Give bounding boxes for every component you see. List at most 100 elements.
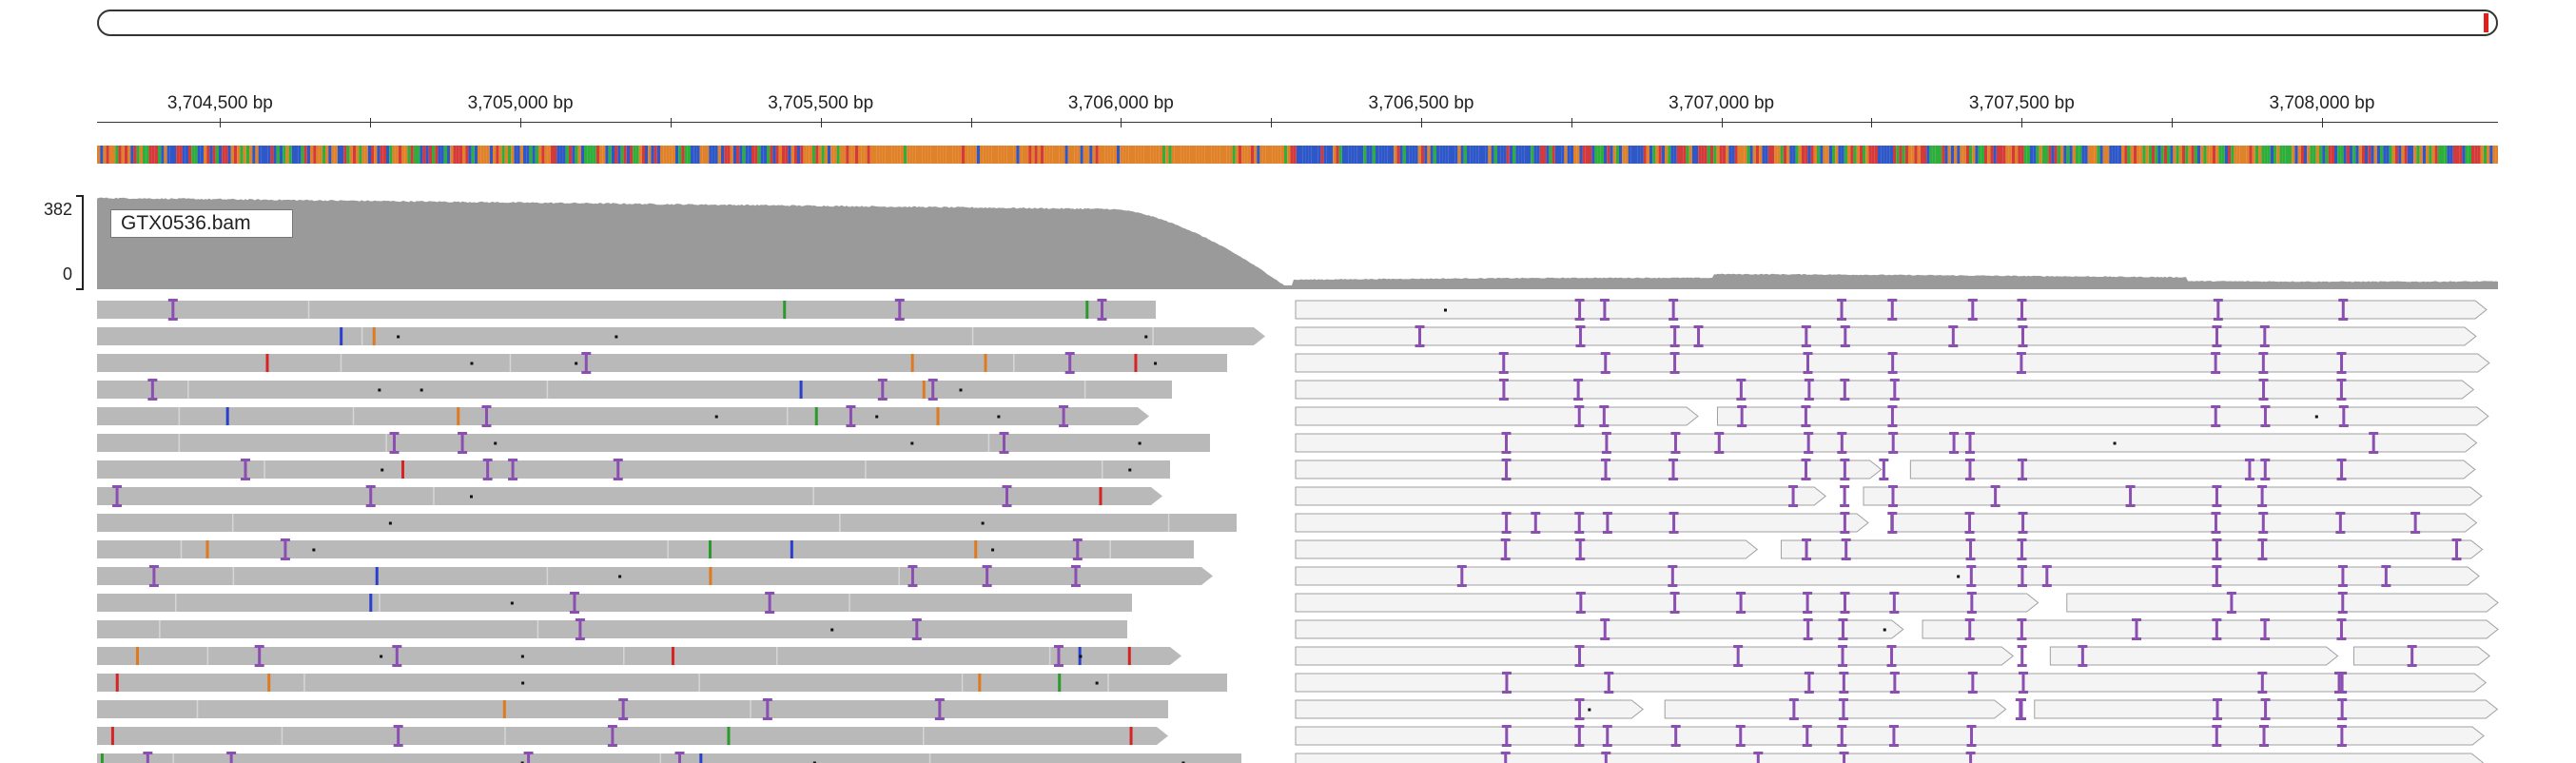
insertion-marker	[1500, 538, 1511, 560]
insertion-marker	[2410, 512, 2421, 534]
deletion-marker	[1144, 335, 1148, 339]
insertion-marker	[1059, 405, 1069, 427]
insertion-marker	[481, 405, 492, 427]
insertion-marker	[1839, 672, 1849, 694]
insertion-marker	[1501, 672, 1512, 694]
coverage-track[interactable]: 382 0 GTX0536.bam	[0, 190, 2576, 293]
insertion-marker	[1574, 512, 1585, 534]
insertion-marker	[2017, 565, 2027, 587]
ruler-tick	[2172, 118, 2174, 127]
insertion-marker	[2211, 512, 2221, 534]
mismatch-base	[267, 674, 271, 692]
mismatch-base	[783, 301, 787, 319]
insertion-marker	[1531, 512, 1541, 534]
insertion-marker	[1601, 752, 1611, 763]
insertion-marker	[765, 592, 775, 614]
insertion-marker	[1965, 538, 1976, 560]
insertion-marker	[1837, 432, 1847, 454]
insertion-marker	[389, 432, 400, 454]
ruler-tick	[1871, 118, 1873, 127]
insertion-marker	[1498, 352, 1509, 374]
read-alignment	[1295, 539, 1759, 559]
insertion-marker	[2132, 618, 2142, 640]
deletion-marker	[469, 495, 473, 499]
insertion-marker	[618, 698, 629, 720]
insertion-marker	[1837, 299, 1847, 321]
insertion-marker	[2018, 512, 2028, 534]
read-alignment	[1295, 406, 1699, 426]
deletion-marker	[380, 655, 383, 658]
insertion-marker	[1670, 432, 1681, 454]
deletion-marker	[388, 521, 392, 525]
deletion-marker	[1138, 441, 1142, 445]
chromosome-overview[interactable]	[97, 10, 2498, 36]
read-alignment	[1889, 513, 2478, 533]
insertion-marker	[2338, 299, 2349, 321]
insertion-marker	[2212, 698, 2222, 720]
insertion-marker	[2015, 698, 2025, 720]
read-alignment	[97, 567, 1213, 585]
read-alignment	[97, 727, 1168, 745]
insertion-marker	[1837, 725, 1847, 747]
reference-sequence-track	[97, 146, 2498, 164]
insertion-marker	[2259, 725, 2270, 747]
read-alignment	[1863, 486, 2483, 506]
insertion-marker	[934, 698, 945, 720]
mismatch-base	[265, 354, 269, 372]
insertion-marker	[1574, 725, 1585, 747]
insertion-marker	[762, 698, 772, 720]
insertion-marker	[1500, 752, 1511, 763]
insertion-marker	[143, 752, 153, 763]
insertion-marker	[1840, 592, 1850, 614]
deletion-marker	[997, 415, 1001, 419]
deletion-marker	[1079, 655, 1083, 658]
mismatch-base	[709, 567, 712, 585]
insertion-marker	[1804, 672, 1814, 694]
insertion-marker	[1599, 299, 1610, 321]
deletion-marker	[575, 362, 578, 365]
insertion-marker	[1733, 645, 1744, 667]
deletion-marker	[1957, 575, 1961, 578]
ruler-tick-label: 3,705,000 bp	[467, 93, 574, 113]
insertion-marker	[2211, 405, 2221, 427]
insertion-marker	[280, 538, 290, 560]
insertion-marker	[1949, 432, 1960, 454]
ruler-tick-label: 3,704,500 bp	[166, 93, 273, 113]
read-alignment	[2049, 646, 2339, 666]
mismatch-base	[369, 594, 373, 612]
insertion-marker	[1602, 512, 1612, 534]
insertion-marker	[1838, 698, 1848, 720]
deletion-marker	[875, 415, 879, 419]
insertion-marker	[1736, 379, 1747, 401]
insertion-marker	[2337, 592, 2348, 614]
ruler-tick	[520, 118, 522, 127]
deletion-marker	[521, 681, 525, 685]
insertion-marker	[1501, 512, 1512, 534]
alignment-reads-track[interactable]	[0, 297, 2576, 763]
insertion-marker	[1498, 379, 1509, 401]
mismatch-base	[457, 407, 460, 425]
insertion-marker	[1839, 752, 1849, 763]
insertion-marker	[1887, 405, 1898, 427]
insertion-marker	[1575, 325, 1586, 347]
read-alignment	[97, 460, 1170, 479]
insertion-marker	[393, 725, 403, 747]
insertion-marker	[365, 485, 376, 507]
insertion-marker	[1415, 325, 1425, 347]
insertion-marker	[2258, 512, 2269, 534]
coverage-scale-bracket	[76, 195, 84, 290]
read-alignment	[1909, 460, 2476, 479]
ruler-tick	[2021, 118, 2023, 127]
mismatch-base	[814, 407, 818, 425]
mismatch-base	[790, 540, 793, 558]
deletion-marker	[494, 441, 498, 445]
read-alignment	[1295, 646, 2014, 666]
ruler-tick-label: 3,708,000 bp	[2269, 93, 2375, 113]
deletion-marker	[910, 441, 914, 445]
insertion-marker	[226, 752, 237, 763]
insertion-marker	[846, 405, 856, 427]
insertion-marker	[523, 752, 534, 763]
insertion-marker	[458, 432, 468, 454]
read-alignment	[1295, 699, 1644, 719]
insertion-marker	[2017, 538, 2027, 560]
